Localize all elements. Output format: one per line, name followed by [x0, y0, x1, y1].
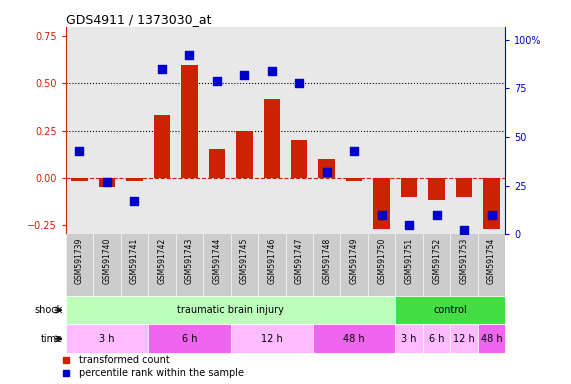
Bar	[395, 324, 423, 353]
Bar	[236, 131, 252, 178]
Bar	[319, 159, 335, 178]
Point	[487, 212, 496, 218]
Text: GSM591744: GSM591744	[212, 237, 222, 284]
Bar	[99, 178, 115, 187]
Bar	[181, 65, 198, 178]
Point	[322, 169, 331, 175]
Point	[75, 147, 84, 154]
Point	[377, 212, 386, 218]
Bar	[126, 178, 143, 182]
Bar	[428, 178, 445, 200]
Bar	[208, 149, 225, 178]
Text: 48 h: 48 h	[343, 334, 365, 344]
Point	[349, 147, 359, 154]
Bar	[71, 178, 88, 182]
Text: time: time	[41, 334, 63, 344]
Point	[460, 227, 469, 233]
Bar	[478, 324, 505, 353]
Text: control: control	[433, 305, 467, 315]
Bar	[346, 178, 363, 182]
Bar	[154, 116, 170, 178]
Text: GSM591743: GSM591743	[185, 237, 194, 284]
Point	[432, 212, 441, 218]
Point	[157, 66, 166, 72]
Text: percentile rank within the sample: percentile rank within the sample	[79, 368, 244, 379]
Text: GSM591750: GSM591750	[377, 237, 386, 284]
Text: GSM591741: GSM591741	[130, 237, 139, 283]
Point	[267, 68, 276, 74]
Bar	[313, 324, 395, 353]
Bar	[66, 296, 395, 324]
Text: GSM591754: GSM591754	[487, 237, 496, 284]
Bar	[148, 324, 231, 353]
Text: 3 h: 3 h	[401, 334, 417, 344]
Text: GSM591753: GSM591753	[460, 237, 469, 284]
Bar	[483, 178, 500, 228]
Text: GSM591746: GSM591746	[267, 237, 276, 284]
Point	[130, 198, 139, 204]
Text: GSM591749: GSM591749	[349, 237, 359, 284]
Bar	[66, 324, 148, 353]
Bar	[456, 178, 472, 197]
Point	[212, 78, 222, 84]
Bar	[291, 140, 307, 178]
Text: 12 h: 12 h	[453, 334, 475, 344]
Text: transformed count: transformed count	[79, 355, 170, 365]
Text: GSM591739: GSM591739	[75, 237, 84, 284]
Text: GDS4911 / 1373030_at: GDS4911 / 1373030_at	[66, 13, 211, 26]
Bar	[263, 99, 280, 178]
Bar	[451, 324, 478, 353]
Text: traumatic brain injury: traumatic brain injury	[177, 305, 284, 315]
Text: GSM591752: GSM591752	[432, 237, 441, 283]
Text: shock: shock	[35, 305, 63, 315]
Text: GSM591745: GSM591745	[240, 237, 249, 284]
Point	[405, 222, 414, 228]
Bar	[401, 178, 417, 197]
Point	[295, 79, 304, 86]
Point	[185, 52, 194, 58]
Text: 3 h: 3 h	[99, 334, 115, 344]
Bar	[231, 324, 313, 353]
Text: GSM591751: GSM591751	[405, 237, 413, 283]
Text: 12 h: 12 h	[261, 334, 283, 344]
Text: GSM591748: GSM591748	[322, 237, 331, 283]
Text: GSM591747: GSM591747	[295, 237, 304, 284]
Bar	[423, 324, 451, 353]
Text: GSM591742: GSM591742	[158, 237, 166, 283]
Point	[102, 179, 111, 185]
Bar	[373, 178, 390, 228]
Bar	[395, 296, 505, 324]
Text: 6 h: 6 h	[182, 334, 197, 344]
Text: 6 h: 6 h	[429, 334, 444, 344]
Text: 48 h: 48 h	[481, 334, 502, 344]
Point	[240, 72, 249, 78]
Text: GSM591740: GSM591740	[102, 237, 111, 284]
